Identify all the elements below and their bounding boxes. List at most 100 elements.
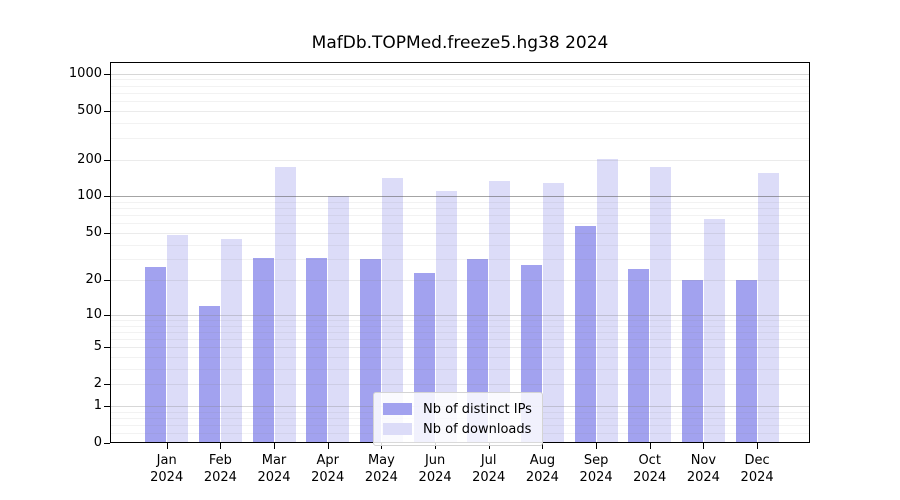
bar-ips-sep [574,225,596,443]
month-label: Dec [744,453,770,468]
legend: Nb of distinct IPs Nb of downloads [373,392,543,446]
month-label: Nov [690,453,717,468]
legend-swatch-distinct-ips [383,403,412,415]
y-tick-label-5: 5 [93,339,102,355]
month-label: Jan [156,453,177,468]
legend-item-distinct-ips: Nb of distinct IPs [383,399,532,419]
year-label: 2024 [740,470,774,485]
gridline-y-300 [110,137,810,139]
x-axis-tick-nov [703,443,705,449]
y-axis-tick-0 [104,443,110,444]
chart-title: MafDb.TOPMed.freeze5.hg38 2024 [311,33,609,53]
bar-downloads-mar [274,166,296,443]
y-axis-tick-500 [104,110,110,112]
x-tick-label-nov: Nov 2024 [675,452,731,486]
x-axis-tick-dec [757,443,759,449]
x-tick-label-oct: Oct 2024 [622,452,678,486]
x-tick-label-sep: Sep 2024 [568,452,624,486]
x-axis-tick-aug [542,443,544,449]
bar-ips-apr [306,257,328,443]
x-tick-label-feb: Feb 2024 [192,452,248,486]
y-axis-tick-1 [104,405,110,407]
bar-ips-dec [735,280,757,443]
y-axis-tick-50 [104,232,110,234]
bar-downloads-dec [757,173,779,443]
y-axis-tick-20 [104,280,110,282]
year-label: 2024 [203,470,237,485]
gridline-y-500 [110,110,810,112]
y-tick-label-1000: 1000 [68,65,102,81]
x-axis-tick-may [381,443,383,449]
y-tick-label-500: 500 [77,102,102,118]
y-axis-tick-5 [104,347,110,349]
month-label: Sep [583,453,609,468]
bar-ips-feb [198,305,220,443]
x-axis-tick-sep [596,443,598,449]
y-axis-tick-1000 [104,73,110,75]
x-axis-tick-jul [488,443,490,449]
y-axis-tick-200 [104,159,110,161]
year-label: 2024 [150,470,184,485]
x-tick-label-mar: Mar 2024 [246,452,302,486]
gridline-y-900 [110,79,810,81]
legend-label-downloads: Nb of downloads [423,421,532,437]
bar-downloads-feb [220,239,242,443]
year-label: 2024 [257,470,291,485]
gridline-y-90 [110,201,810,203]
bar-downloads-nov [703,219,725,443]
gridline-y-80 [110,208,810,210]
month-label: Aug [529,453,556,468]
gridline-y-1000 [110,73,810,75]
bar-downloads-oct [650,166,672,443]
y-axis-tick-2 [104,384,110,386]
gridline-y-70 [110,215,810,217]
gridline-y-800 [110,85,810,87]
bar-downloads-sep [596,159,618,443]
gridline-y-600 [110,100,810,102]
bar-downloads-jan [167,234,189,443]
x-tick-label-aug: Aug 2024 [514,452,570,486]
x-tick-label-jun: Jun 2024 [407,452,463,486]
x-tick-label-apr: Apr 2024 [300,452,356,486]
bar-ips-mar [252,257,274,443]
bar-downloads-jun [435,191,457,443]
y-tick-label-10: 10 [85,306,102,322]
gridline-y-200 [110,159,810,161]
y-tick-label-20: 20 [85,272,102,288]
x-tick-label-jul: Jul 2024 [461,452,517,486]
x-tick-label-may: May 2024 [353,452,409,486]
y-tick-label-50: 50 [85,224,102,240]
y-axis-tick-100 [104,196,110,198]
month-label: Mar [261,453,287,468]
y-tick-label-2: 2 [93,376,102,392]
month-label: Apr [316,453,339,468]
month-label: Jun [424,453,446,468]
gridline-y-700 [110,92,810,94]
y-tick-label-200: 200 [77,151,102,167]
month-label: Feb [208,453,232,468]
y-tick-label-1: 1 [93,397,102,413]
year-label: 2024 [525,470,559,485]
plot-area [110,62,810,443]
month-label: Oct [638,453,661,468]
bar-downloads-apr [328,196,350,443]
gridline-y-400 [110,122,810,124]
bar-ips-jan [145,266,167,443]
year-label: 2024 [311,470,345,485]
month-label: Jul [480,453,497,468]
bar-downloads-may [381,178,403,443]
x-tick-label-jan: Jan 2024 [139,452,195,486]
year-label: 2024 [633,470,667,485]
bar-downloads-jul [489,181,511,443]
gridline-y-100 [110,196,810,198]
y-tick-label-0: 0 [93,435,102,450]
month-label: May [367,453,395,468]
x-axis-tick-jan [166,443,168,449]
y-tick-label-100: 100 [77,188,102,204]
x-axis-tick-oct [649,443,651,449]
bar-ips-nov [681,280,703,443]
year-label: 2024 [364,470,398,485]
year-label: 2024 [579,470,613,485]
legend-swatch-downloads [383,423,412,435]
